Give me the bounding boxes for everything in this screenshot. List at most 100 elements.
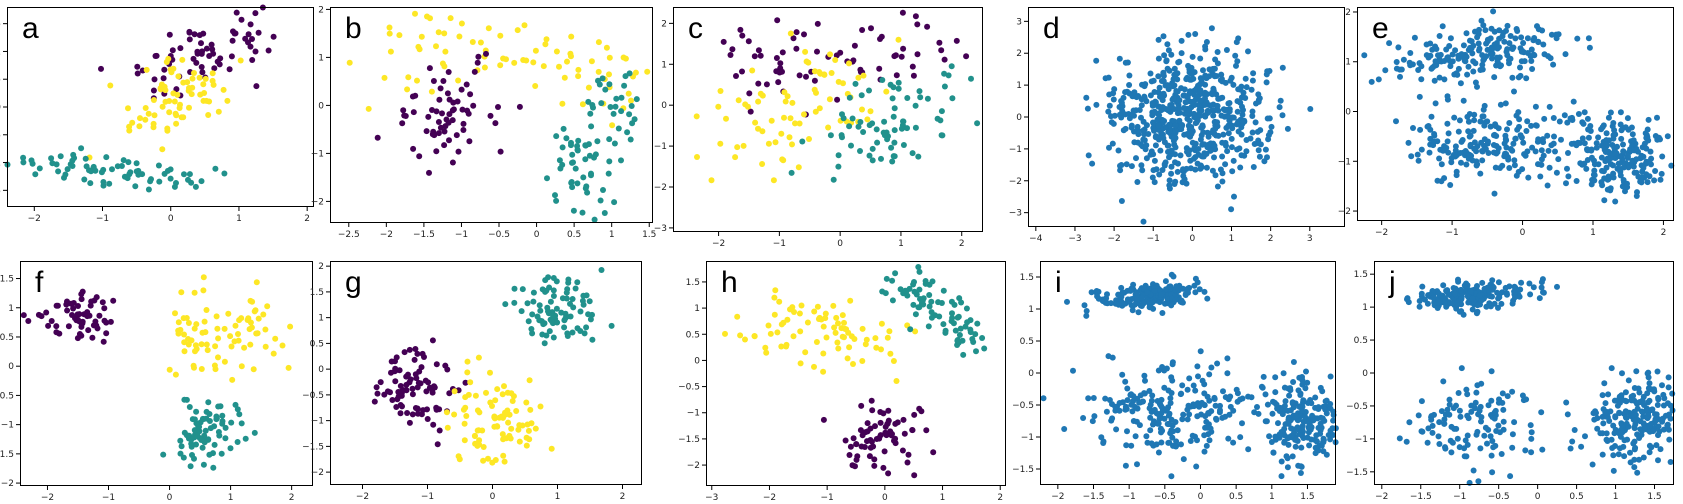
data-point bbox=[1247, 135, 1254, 142]
data-point bbox=[255, 29, 262, 36]
data-point bbox=[1156, 171, 1163, 178]
data-point bbox=[1208, 25, 1215, 32]
data-point bbox=[516, 438, 523, 445]
x-tick-label: 1 bbox=[1613, 492, 1619, 502]
data-point bbox=[1641, 402, 1647, 408]
data-point bbox=[914, 21, 921, 28]
data-point bbox=[591, 216, 598, 223]
data-point bbox=[1368, 78, 1375, 85]
data-point bbox=[884, 420, 891, 427]
data-point bbox=[1657, 446, 1664, 453]
data-point bbox=[1594, 415, 1601, 422]
data-point bbox=[586, 298, 593, 305]
data-point bbox=[1552, 148, 1558, 155]
data-point bbox=[1561, 112, 1568, 119]
data-point bbox=[1471, 111, 1478, 118]
data-point bbox=[1252, 119, 1259, 126]
data-point bbox=[1610, 135, 1617, 142]
x-tick-label: −2 bbox=[28, 214, 41, 224]
data-point bbox=[1449, 58, 1456, 65]
data-point bbox=[550, 334, 557, 341]
data-point bbox=[507, 435, 514, 442]
data-point bbox=[968, 75, 974, 82]
data-point bbox=[1122, 378, 1129, 385]
data-point bbox=[1128, 442, 1135, 449]
data-point bbox=[1147, 414, 1154, 421]
data-point bbox=[575, 137, 582, 144]
data-point bbox=[1625, 164, 1632, 171]
data-point bbox=[1438, 408, 1445, 415]
data-point bbox=[763, 81, 770, 88]
data-point bbox=[1168, 302, 1175, 309]
data-point bbox=[179, 56, 186, 63]
data-point bbox=[880, 464, 887, 471]
data-point bbox=[1665, 384, 1672, 391]
data-point bbox=[960, 351, 967, 358]
data-point bbox=[1211, 142, 1218, 149]
panel-j-plot: −2 −1.5 −1 −0.5 0 0.5 1 1.5−1.5−1−0.500.511.5 j bbox=[1346, 261, 1676, 502]
data-point bbox=[433, 361, 440, 368]
data-point bbox=[1474, 83, 1480, 90]
data-point bbox=[1464, 391, 1471, 398]
data-point bbox=[1147, 427, 1154, 434]
axes-frame-f bbox=[20, 261, 313, 486]
data-point bbox=[1419, 428, 1426, 435]
data-point bbox=[1659, 153, 1666, 160]
data-point bbox=[1290, 404, 1297, 411]
data-point bbox=[615, 125, 622, 132]
data-point bbox=[1591, 167, 1598, 174]
data-point bbox=[1415, 157, 1422, 164]
data-point bbox=[902, 287, 909, 294]
data-point bbox=[439, 110, 445, 117]
data-point bbox=[1460, 97, 1467, 104]
data-point bbox=[589, 311, 595, 318]
data-point bbox=[1151, 408, 1157, 414]
x-tick-label: 1 bbox=[1229, 234, 1235, 244]
data-point bbox=[1163, 57, 1170, 64]
data-point bbox=[1106, 102, 1113, 109]
data-point bbox=[1268, 439, 1275, 445]
data-point bbox=[1578, 443, 1585, 450]
data-point bbox=[742, 101, 749, 108]
data-point bbox=[869, 407, 876, 414]
data-point bbox=[1518, 34, 1525, 41]
data-point bbox=[186, 404, 193, 410]
data-point bbox=[1601, 380, 1608, 387]
data-point bbox=[1140, 127, 1147, 134]
data-point bbox=[974, 320, 981, 327]
data-point bbox=[869, 145, 876, 152]
data-point bbox=[1646, 158, 1653, 165]
data-point bbox=[734, 144, 741, 151]
data-point bbox=[1217, 402, 1223, 409]
data-point bbox=[471, 432, 478, 439]
data-point bbox=[1242, 95, 1249, 101]
data-point bbox=[722, 330, 728, 337]
data-point bbox=[1296, 403, 1303, 410]
data-point bbox=[489, 459, 496, 466]
data-point bbox=[1614, 143, 1620, 150]
data-point bbox=[428, 88, 435, 95]
data-point bbox=[930, 449, 937, 456]
data-point bbox=[1240, 89, 1247, 96]
data-point bbox=[525, 427, 532, 434]
data-point bbox=[1158, 107, 1165, 114]
data-point bbox=[205, 112, 212, 118]
data-point bbox=[905, 451, 912, 458]
data-point bbox=[188, 337, 195, 344]
data-point bbox=[846, 94, 853, 101]
data-point bbox=[1442, 445, 1449, 452]
points-d bbox=[1083, 25, 1314, 225]
data-point bbox=[1386, 40, 1393, 47]
data-point bbox=[1219, 153, 1226, 160]
data-point bbox=[1170, 76, 1177, 83]
data-point bbox=[1499, 33, 1506, 40]
data-point bbox=[1153, 166, 1160, 173]
data-point bbox=[252, 48, 259, 55]
data-point bbox=[847, 443, 854, 450]
y-tick-label: 2 bbox=[1345, 8, 1351, 18]
data-point bbox=[1245, 446, 1252, 453]
data-point bbox=[589, 336, 596, 343]
data-point bbox=[737, 332, 744, 339]
data-point bbox=[1280, 370, 1287, 377]
data-point bbox=[1418, 63, 1425, 70]
